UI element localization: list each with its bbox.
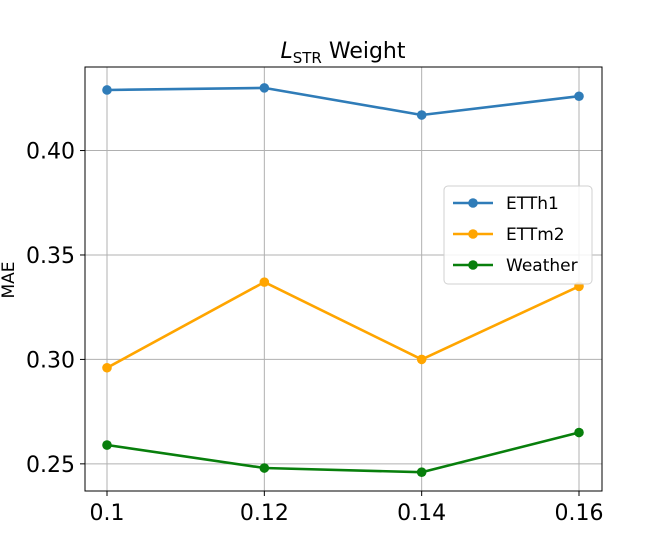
- series-etth1: [102, 83, 584, 120]
- data-point-etth1: [102, 85, 112, 95]
- data-point-ettm2: [259, 277, 270, 287]
- series-line-etth1: [106, 86, 580, 117]
- y-axis-label: MAE: [0, 261, 19, 298]
- x-tick-label: 0.12: [240, 501, 289, 526]
- legend-item-ettm2: ETTm2: [453, 225, 565, 245]
- y-tick-label: 0.35: [26, 244, 75, 269]
- chart-title-main: L: [280, 39, 292, 64]
- data-point-etth1: [259, 83, 270, 93]
- legend-item-weather: Weather: [453, 256, 578, 276]
- data-point-weather: [574, 427, 584, 438]
- x-tick-label: 0.16: [555, 501, 604, 526]
- chart-title-subscript: STR: [293, 49, 322, 67]
- series-ettm2: [102, 277, 584, 373]
- data-point-ettm2: [416, 354, 427, 365]
- y-tick-label: 0.40: [26, 140, 75, 165]
- data-point-weather: [102, 440, 112, 450]
- data-point-etth1: [416, 110, 427, 120]
- legend-label-ettm2: ETTm2: [506, 225, 565, 245]
- legend-marker-etth1: [468, 198, 478, 208]
- legend-item-etth1: ETTh1: [453, 194, 559, 214]
- y-tick-label: 0.30: [26, 348, 75, 373]
- x-tick-label: 0.1: [90, 501, 125, 526]
- legend-label-etth1: ETTh1: [506, 194, 559, 214]
- x-tick-label: 0.14: [397, 501, 446, 526]
- data-point-ettm2: [102, 362, 112, 373]
- series-line-ettm2: [106, 280, 580, 369]
- y-axis-ticks: 0.25 0.30 0.35 0.40: [26, 140, 85, 478]
- chart-title-suffix: Weight: [322, 39, 406, 64]
- x-axis-ticks: 0.1 0.12 0.14 0.16: [90, 491, 604, 526]
- y-tick-label: 0.25: [26, 453, 75, 478]
- data-point-etth1: [574, 91, 584, 102]
- chart-title: LSTR Weight: [280, 39, 405, 67]
- data-point-weather: [259, 463, 270, 473]
- plot-frame: [84, 66, 603, 492]
- legend-box: [443, 185, 593, 285]
- legend-label-weather: Weather: [506, 256, 578, 276]
- series-weather: [102, 427, 584, 478]
- legend-marker-weather: [468, 260, 478, 270]
- legend: ETTh1 ETTm2 Weather: [443, 185, 593, 285]
- data-point-weather: [416, 467, 427, 478]
- legend-marker-ettm2: [468, 229, 478, 239]
- grid: [85, 67, 602, 491]
- series-layer: [102, 83, 584, 478]
- series-line-weather: [106, 431, 580, 474]
